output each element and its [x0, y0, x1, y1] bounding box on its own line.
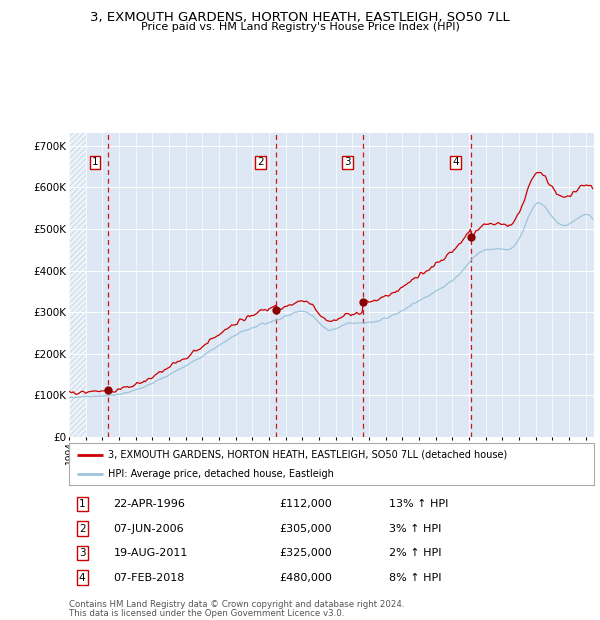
Text: This data is licensed under the Open Government Licence v3.0.: This data is licensed under the Open Gov…	[69, 609, 344, 618]
Text: Price paid vs. HM Land Registry's House Price Index (HPI): Price paid vs. HM Land Registry's House …	[140, 22, 460, 32]
Text: 07-JUN-2006: 07-JUN-2006	[113, 523, 184, 534]
Text: £305,000: £305,000	[279, 523, 332, 534]
Text: 3, EXMOUTH GARDENS, HORTON HEATH, EASTLEIGH, SO50 7LL (detached house): 3, EXMOUTH GARDENS, HORTON HEATH, EASTLE…	[109, 450, 508, 459]
Text: 2: 2	[257, 157, 264, 167]
Text: £112,000: £112,000	[279, 499, 332, 509]
Text: 07-FEB-2018: 07-FEB-2018	[113, 573, 185, 583]
Text: 19-AUG-2011: 19-AUG-2011	[113, 548, 188, 558]
Text: 8% ↑ HPI: 8% ↑ HPI	[389, 573, 442, 583]
Text: 2: 2	[79, 523, 85, 534]
Text: 3: 3	[344, 157, 350, 167]
Text: HPI: Average price, detached house, Eastleigh: HPI: Average price, detached house, East…	[109, 469, 334, 479]
Text: 13% ↑ HPI: 13% ↑ HPI	[389, 499, 449, 509]
Text: 3: 3	[79, 548, 85, 558]
Text: 1: 1	[79, 499, 85, 509]
Text: Contains HM Land Registry data © Crown copyright and database right 2024.: Contains HM Land Registry data © Crown c…	[69, 600, 404, 609]
Text: 3% ↑ HPI: 3% ↑ HPI	[389, 523, 442, 534]
Text: £480,000: £480,000	[279, 573, 332, 583]
Text: 4: 4	[79, 573, 85, 583]
Text: 22-APR-1996: 22-APR-1996	[113, 499, 185, 509]
Text: 3, EXMOUTH GARDENS, HORTON HEATH, EASTLEIGH, SO50 7LL: 3, EXMOUTH GARDENS, HORTON HEATH, EASTLE…	[90, 11, 510, 24]
Text: £325,000: £325,000	[279, 548, 332, 558]
Text: 2% ↑ HPI: 2% ↑ HPI	[389, 548, 442, 558]
Text: 1: 1	[92, 157, 98, 167]
Text: 4: 4	[452, 157, 459, 167]
